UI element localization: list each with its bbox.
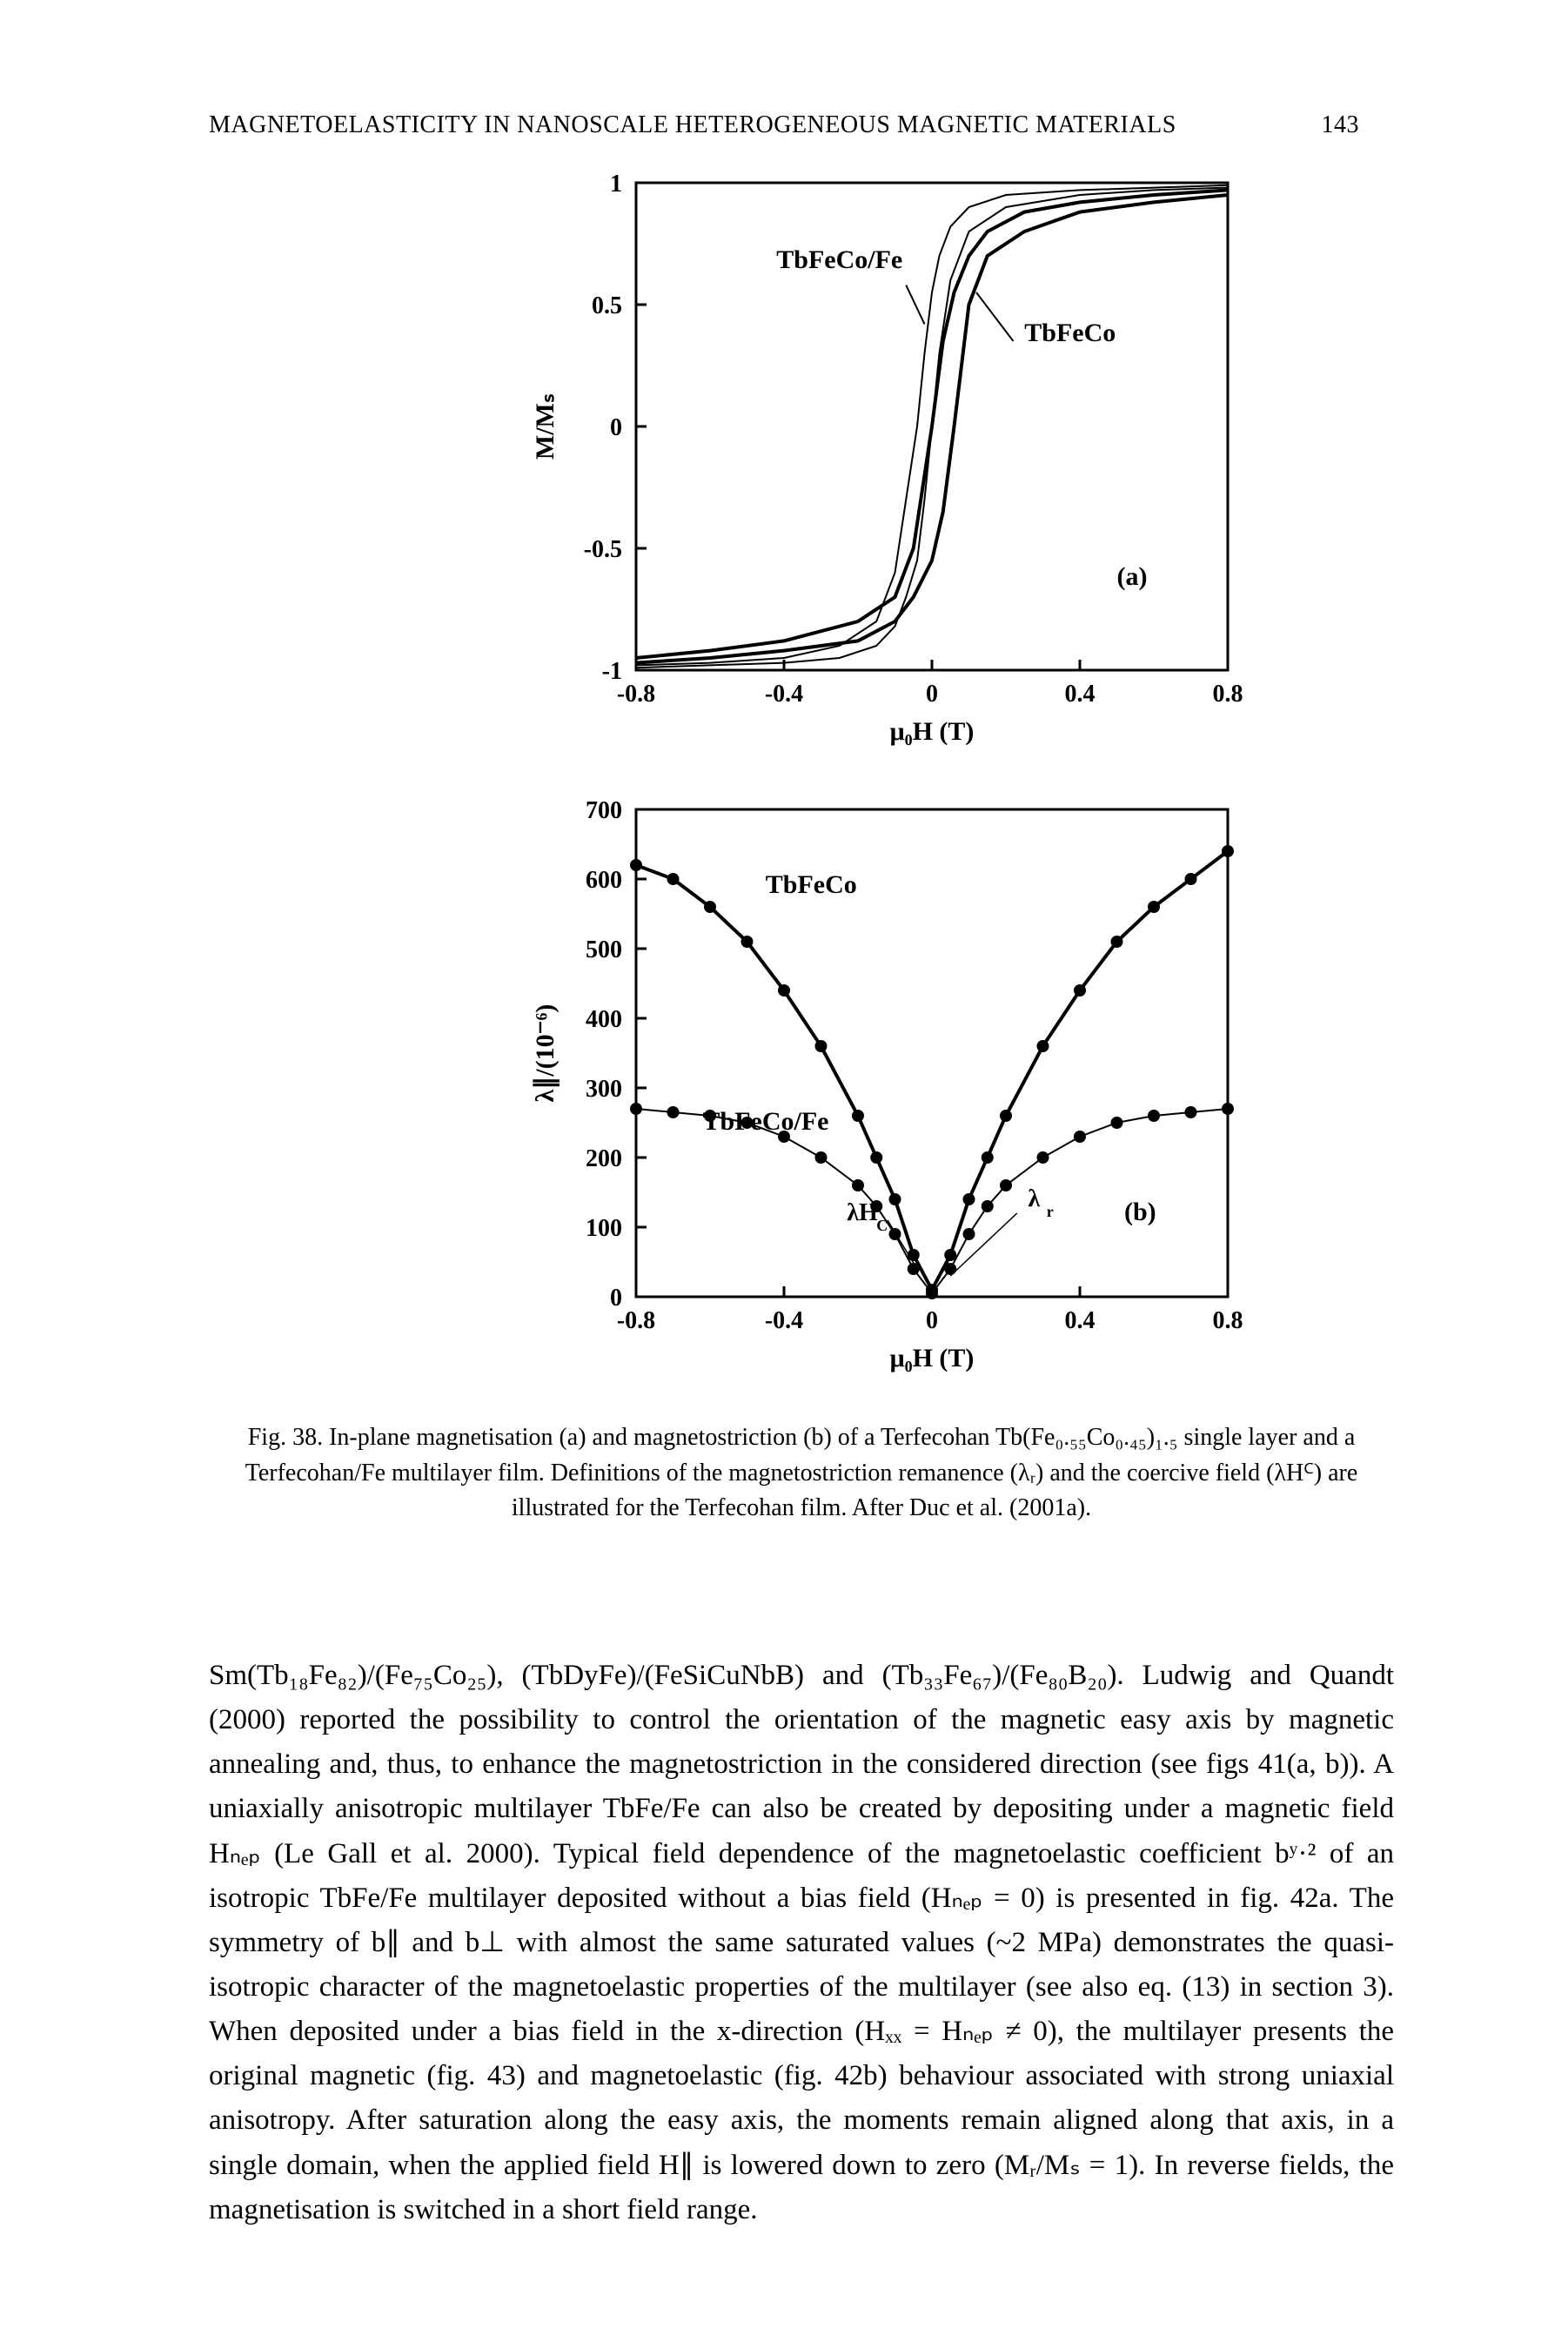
svg-text:200: 200: [586, 1145, 622, 1172]
svg-text:TbFeCo/Fe: TbFeCo/Fe: [776, 245, 902, 274]
svg-text:0: 0: [926, 1307, 938, 1334]
svg-text:C: C: [876, 1217, 888, 1234]
svg-text:300: 300: [586, 1076, 622, 1103]
svg-text:0: 0: [926, 681, 938, 708]
svg-text:TbFeCo/Fe: TbFeCo/Fe: [703, 1107, 829, 1136]
svg-text:TbFeCo: TbFeCo: [1024, 319, 1116, 347]
svg-text:500: 500: [586, 936, 622, 963]
svg-text:(b): (b): [1124, 1198, 1156, 1226]
svg-text:1: 1: [610, 171, 622, 198]
svg-text:λ: λ: [1029, 1185, 1041, 1212]
svg-text:(a): (a): [1117, 562, 1148, 591]
svg-text:0: 0: [610, 1285, 622, 1312]
svg-text:λH: λH: [847, 1199, 878, 1226]
svg-text:700: 700: [586, 797, 622, 824]
svg-text:600: 600: [586, 867, 622, 894]
svg-text:0.8: 0.8: [1213, 681, 1243, 708]
page-number: 143: [1322, 111, 1360, 139]
svg-text:TbFeCo: TbFeCo: [766, 870, 857, 899]
svg-text:0.5: 0.5: [592, 292, 622, 319]
svg-text:μ₀H (T): μ₀H (T): [890, 1344, 975, 1372]
svg-text:0.4: 0.4: [1065, 1307, 1096, 1334]
svg-text:λ∥/(10⁻⁶): λ∥/(10⁻⁶): [531, 1004, 560, 1103]
svg-text:-0.8: -0.8: [617, 681, 655, 708]
running-title: MAGNETOELASTICITY IN NANOSCALE HETEROGEN…: [209, 111, 1176, 139]
svg-text:0.8: 0.8: [1213, 1307, 1243, 1334]
svg-text:0: 0: [610, 414, 622, 441]
svg-text:-0.5: -0.5: [584, 536, 622, 563]
svg-text:400: 400: [586, 1006, 622, 1033]
figure-38: -0.8 -0.4 0 0.4 0.8 -1 -0.5 0 0.5 1 μ₀H (T) M/Mₛ TbF…: [0, 165, 1568, 1410]
svg-text:-0.4: -0.4: [765, 681, 803, 708]
svg-text:r: r: [1047, 1203, 1054, 1220]
svg-text:100: 100: [586, 1215, 622, 1242]
running-head: MAGNETOELASTICITY IN NANOSCALE HETEROGEN…: [209, 111, 1359, 139]
svg-text:μ₀H (T): μ₀H (T): [890, 717, 975, 746]
figure-svg: -0.8 -0.4 0 0.4 0.8 -1 -0.5 0 0.5 1 μ₀H (T) M/Mₛ TbF…: [262, 165, 1306, 1410]
svg-text:M/Mₛ: M/Mₛ: [531, 393, 560, 460]
svg-text:-1: -1: [602, 658, 622, 685]
svg-text:0.4: 0.4: [1065, 681, 1096, 708]
figure-caption: Fig. 38. In-plane magnetisation (a) and …: [209, 1420, 1394, 1527]
svg-text:-0.4: -0.4: [765, 1307, 803, 1334]
svg-text:-0.8: -0.8: [617, 1307, 655, 1334]
body-paragraph: Sm(Tb₁₈Fe₈₂)/(Fe₇₅Co₂₅), (TbDyFe)/(FeSiC…: [209, 1654, 1394, 2232]
